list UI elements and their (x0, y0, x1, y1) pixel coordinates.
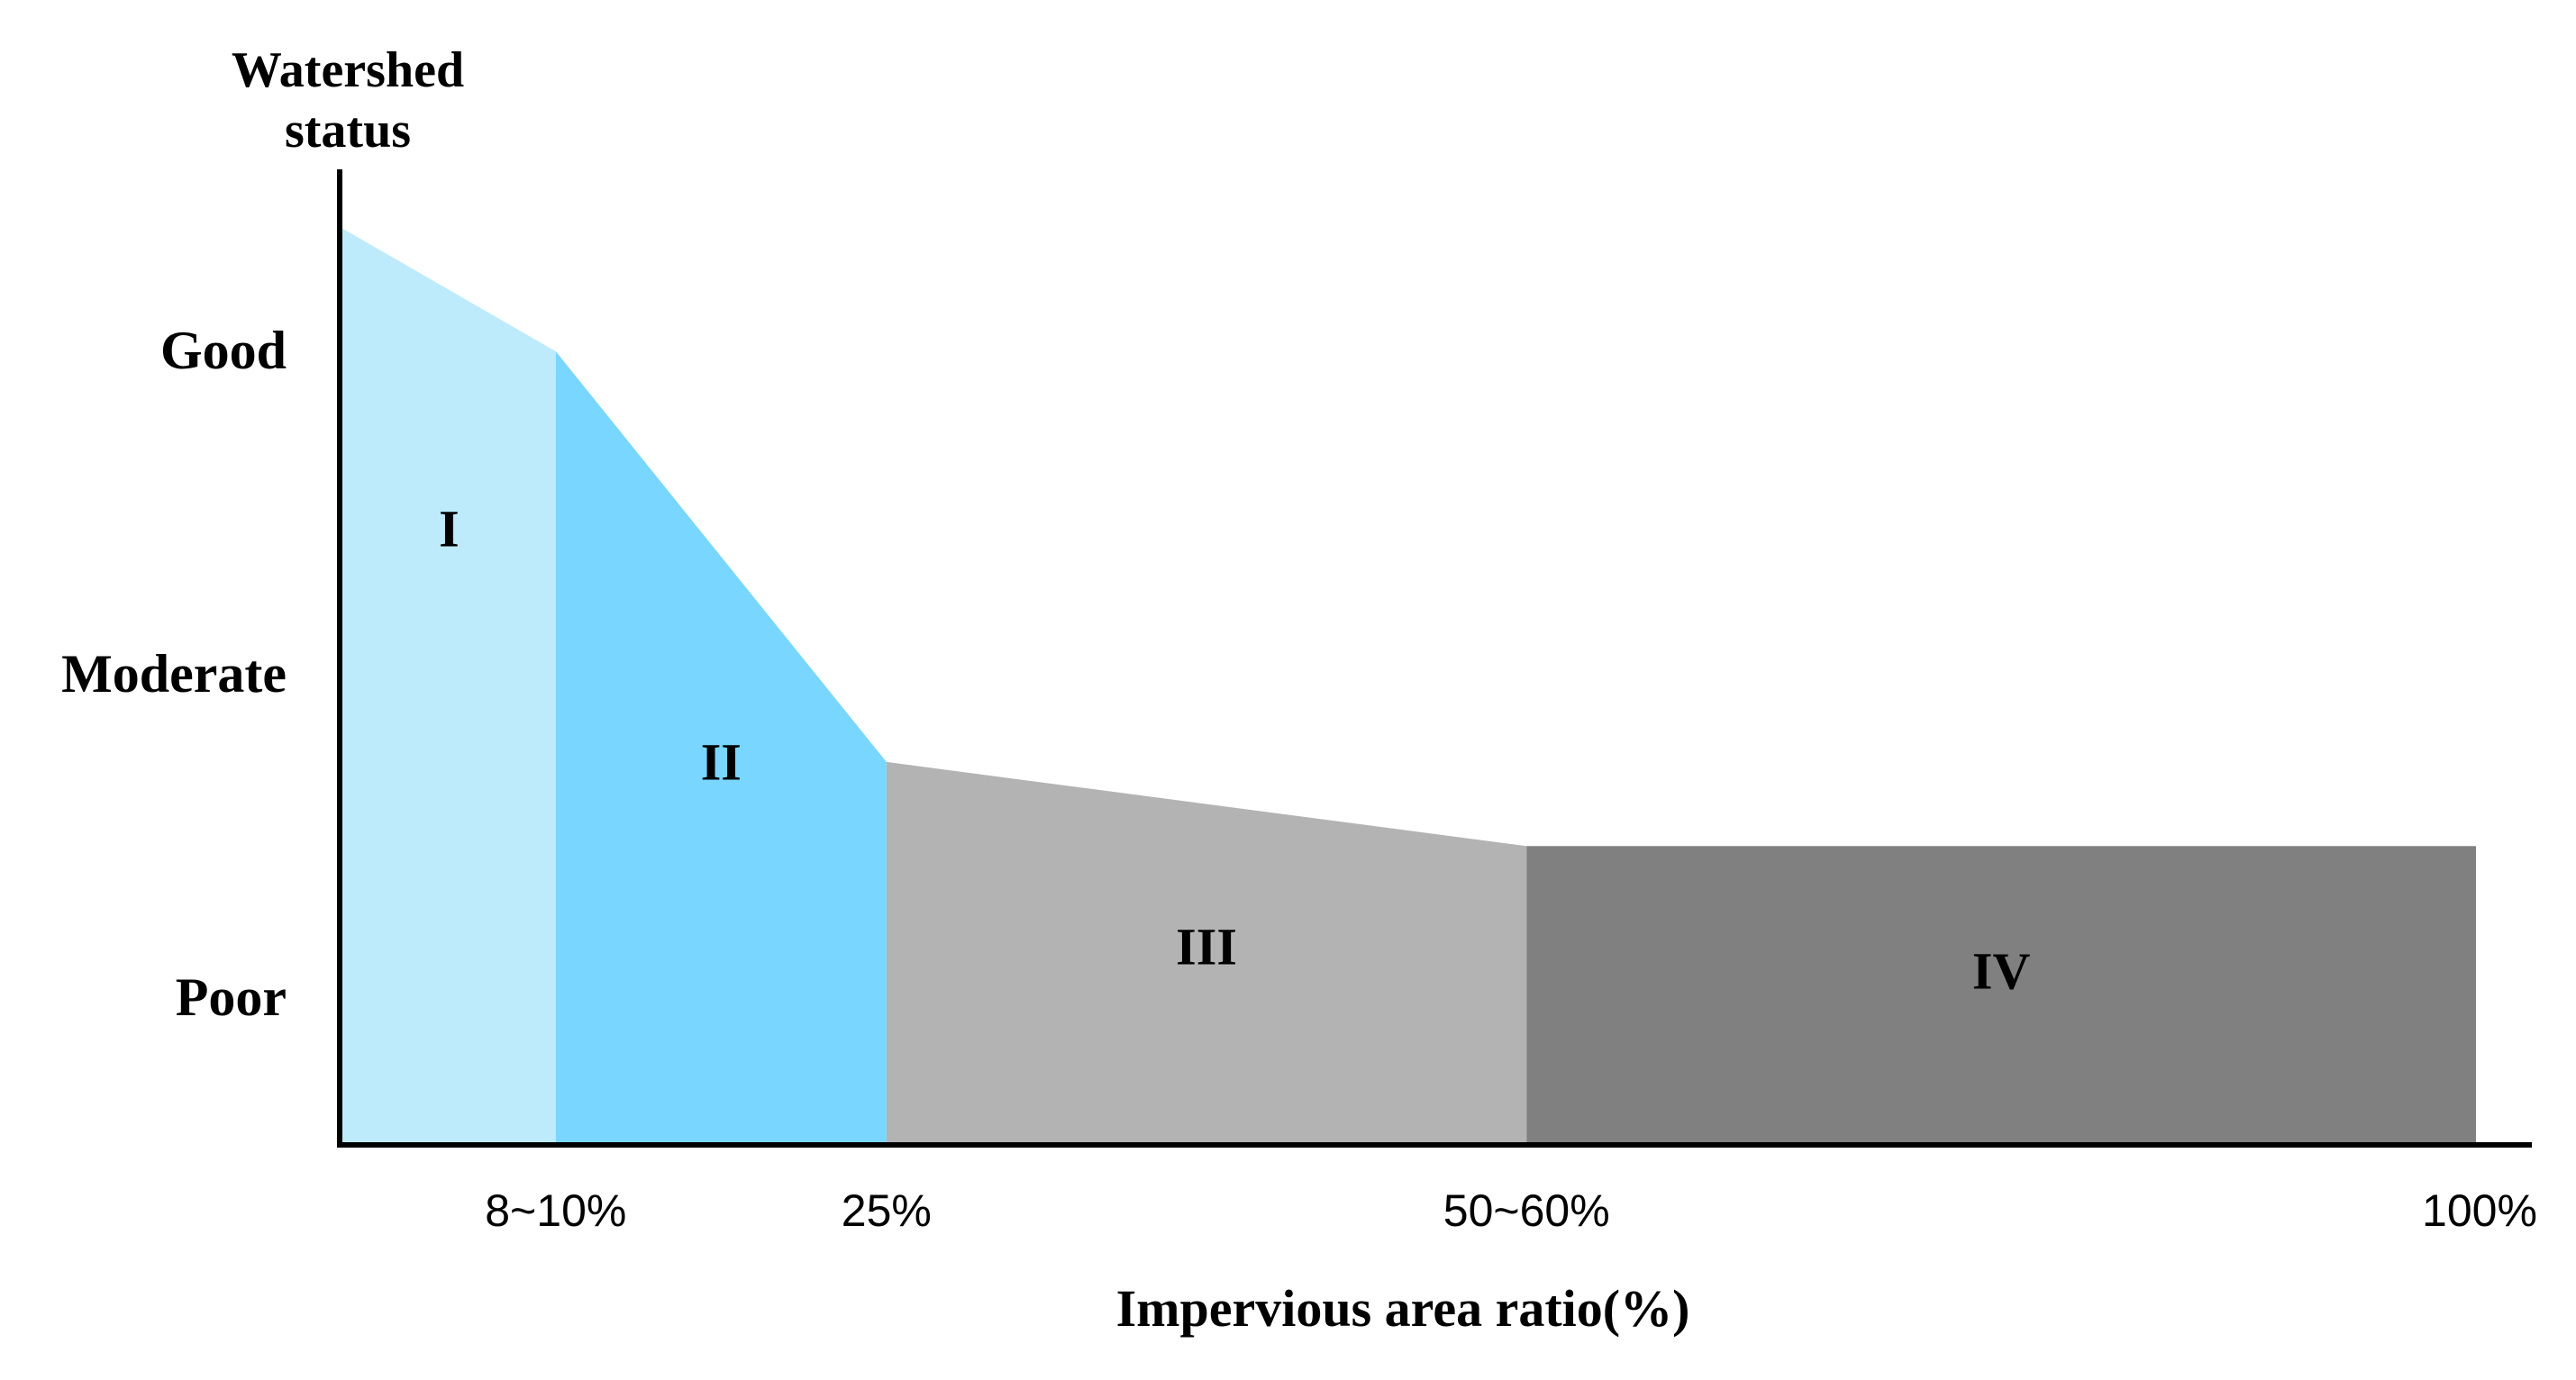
x-ticks-layer: 8~10% 25% 50~60% 100% (485, 1185, 2537, 1236)
y-axis-title-line-1: Watershed (232, 42, 464, 98)
y-axis-title-line-2: status (285, 103, 411, 159)
x-tick-label-2: 25% (842, 1185, 932, 1236)
labels-layer: Watershed status Impervious area ratio(%… (232, 42, 1690, 1338)
zone-1-area (342, 228, 556, 1142)
zone-4-label: IV (1972, 941, 2031, 1000)
y-tick-label-moderate: Moderate (61, 644, 287, 704)
x-tick-label-1: 8~10% (485, 1185, 626, 1236)
x-tick-label-3: 50~60% (1443, 1185, 1610, 1236)
y-tick-label-good: Good (160, 321, 287, 380)
zone-4-area (1526, 846, 2476, 1142)
zone-2-area (555, 351, 887, 1142)
axes-layer (337, 169, 2532, 1148)
x-tick-label-4: 100% (2422, 1185, 2537, 1236)
zone-1-label: I (439, 500, 460, 558)
zone-2-label: II (701, 732, 742, 791)
y-tick-label-poor: Poor (176, 967, 287, 1027)
y-ticks-layer: Good Moderate Poor (61, 321, 287, 1027)
zone-3-area (886, 761, 1527, 1142)
zone-3-label: III (1176, 917, 1237, 976)
x-axis-title: Impervious area ratio(%) (1116, 1279, 1690, 1338)
